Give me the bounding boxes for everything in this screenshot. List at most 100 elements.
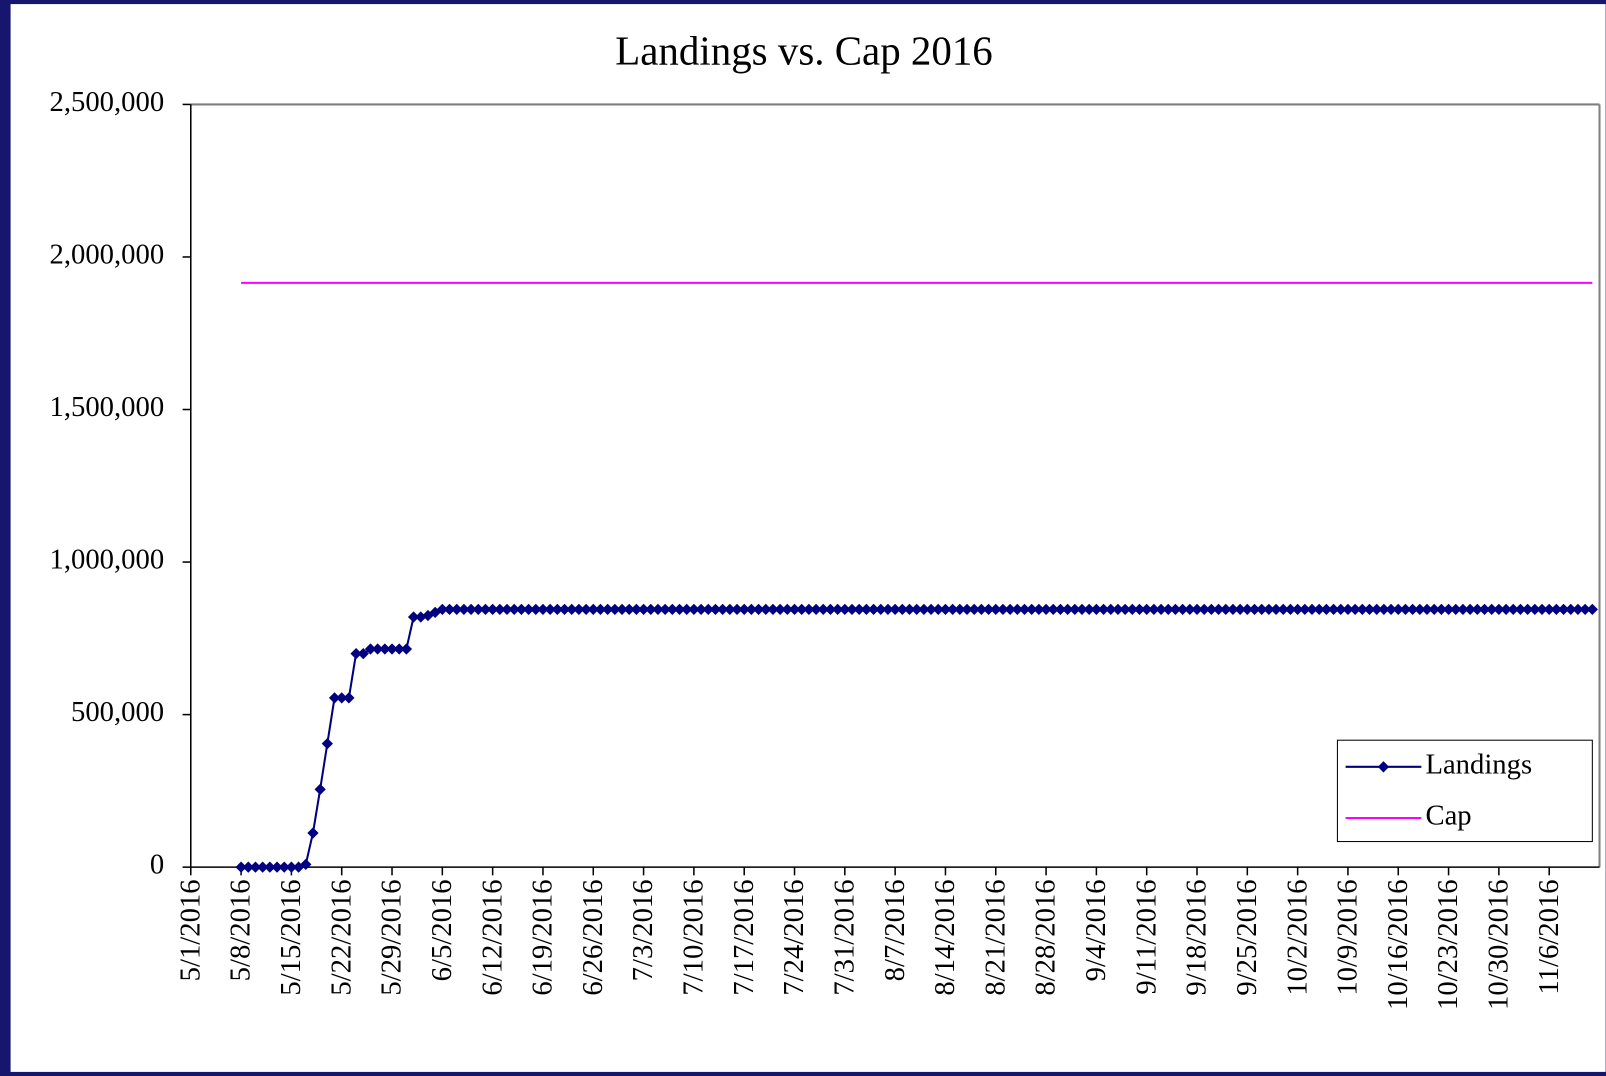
data-point bbox=[709, 603, 722, 615]
data-point bbox=[1069, 603, 1081, 615]
data-point bbox=[717, 603, 729, 615]
data-point bbox=[659, 603, 671, 615]
data-point bbox=[1399, 603, 1412, 615]
data-point bbox=[1356, 603, 1368, 615]
data-point bbox=[673, 603, 686, 615]
data-point bbox=[451, 603, 463, 615]
data-point bbox=[1256, 603, 1268, 615]
x-tick-label: 7/31/2016 bbox=[828, 879, 860, 995]
data-point bbox=[522, 603, 535, 615]
data-point bbox=[587, 603, 599, 615]
data-point bbox=[1119, 603, 1131, 615]
data-point bbox=[637, 603, 650, 615]
data-point bbox=[824, 603, 837, 615]
data-point bbox=[1442, 603, 1455, 615]
x-tick-label: 8/14/2016 bbox=[929, 879, 961, 995]
data-point bbox=[1011, 603, 1023, 615]
data-point bbox=[961, 603, 973, 615]
data-point bbox=[602, 603, 614, 615]
data-point bbox=[1184, 603, 1196, 615]
x-tick-label: 5/29/2016 bbox=[376, 879, 408, 995]
data-point bbox=[860, 603, 873, 615]
data-point bbox=[788, 603, 801, 615]
data-point bbox=[968, 603, 980, 615]
data-point bbox=[1313, 603, 1325, 615]
data-point bbox=[918, 603, 930, 615]
data-point bbox=[321, 737, 333, 750]
data-point bbox=[767, 603, 779, 615]
data-point bbox=[1565, 603, 1577, 615]
x-tick-label: 10/30/2016 bbox=[1483, 879, 1515, 1010]
x-tick-label: 7/3/2016 bbox=[627, 879, 659, 981]
y-tick-label: 500,000 bbox=[71, 696, 164, 728]
data-point bbox=[760, 603, 772, 615]
data-point bbox=[1026, 603, 1038, 615]
data-point bbox=[702, 603, 714, 615]
data-point bbox=[1342, 603, 1354, 615]
data-point bbox=[1090, 603, 1103, 615]
data-point bbox=[1083, 603, 1095, 615]
data-point bbox=[1076, 603, 1088, 615]
data-point bbox=[1040, 603, 1052, 615]
x-tick-label: 10/9/2016 bbox=[1332, 879, 1364, 995]
data-point bbox=[1327, 603, 1340, 615]
x-tick-label: 10/16/2016 bbox=[1382, 879, 1414, 1010]
data-point bbox=[1421, 603, 1433, 615]
y-tick-label: 0 bbox=[150, 849, 164, 881]
x-tick-label: 6/26/2016 bbox=[577, 879, 609, 995]
data-point bbox=[695, 603, 707, 615]
data-point bbox=[882, 603, 894, 615]
data-point bbox=[1198, 603, 1210, 615]
data-point bbox=[573, 603, 585, 615]
data-point bbox=[594, 603, 607, 615]
data-point bbox=[379, 643, 391, 655]
x-tick-label: 6/12/2016 bbox=[476, 879, 508, 995]
data-point bbox=[515, 603, 528, 615]
data-point bbox=[1155, 603, 1167, 615]
x-tick-label: 9/25/2016 bbox=[1231, 879, 1263, 995]
data-point bbox=[487, 603, 499, 615]
data-point bbox=[544, 603, 556, 615]
data-point bbox=[774, 603, 786, 615]
legend-label: Landings bbox=[1425, 748, 1532, 780]
data-point bbox=[1033, 603, 1045, 615]
data-point bbox=[609, 603, 621, 615]
chart-title: Landings vs. Cap 2016 bbox=[615, 29, 993, 74]
data-point bbox=[853, 603, 865, 615]
data-point bbox=[630, 603, 643, 615]
chart-background bbox=[10, 4, 1606, 1072]
data-point bbox=[278, 861, 290, 873]
data-point bbox=[1097, 603, 1110, 615]
y-tick-label: 1,000,000 bbox=[50, 544, 165, 576]
data-point bbox=[343, 692, 355, 704]
data-point bbox=[875, 603, 887, 615]
data-point bbox=[1054, 603, 1067, 615]
data-point bbox=[551, 603, 563, 615]
data-point bbox=[1270, 603, 1282, 615]
data-point bbox=[307, 827, 319, 839]
data-point bbox=[1579, 603, 1591, 615]
x-tick-label: 11/6/2016 bbox=[1533, 879, 1565, 994]
data-point bbox=[472, 603, 484, 615]
data-point bbox=[1371, 603, 1383, 615]
x-tick-label: 10/2/2016 bbox=[1281, 879, 1313, 995]
x-tick-label: 9/4/2016 bbox=[1080, 879, 1112, 981]
data-point bbox=[997, 603, 1009, 615]
data-point bbox=[300, 858, 312, 871]
x-tick-label: 5/8/2016 bbox=[225, 879, 257, 981]
legend-label: Cap bbox=[1425, 800, 1471, 832]
data-point bbox=[1241, 603, 1253, 615]
data-point bbox=[896, 603, 908, 615]
data-point bbox=[1550, 603, 1563, 615]
data-point bbox=[1543, 603, 1555, 615]
x-tick-label: 9/11/2016 bbox=[1130, 879, 1162, 994]
data-point bbox=[1133, 603, 1146, 615]
data-point bbox=[580, 603, 592, 615]
data-point bbox=[925, 603, 937, 615]
data-point bbox=[724, 603, 736, 615]
legend-box bbox=[1336, 739, 1593, 843]
data-point bbox=[666, 603, 678, 615]
data-point bbox=[1177, 603, 1189, 615]
